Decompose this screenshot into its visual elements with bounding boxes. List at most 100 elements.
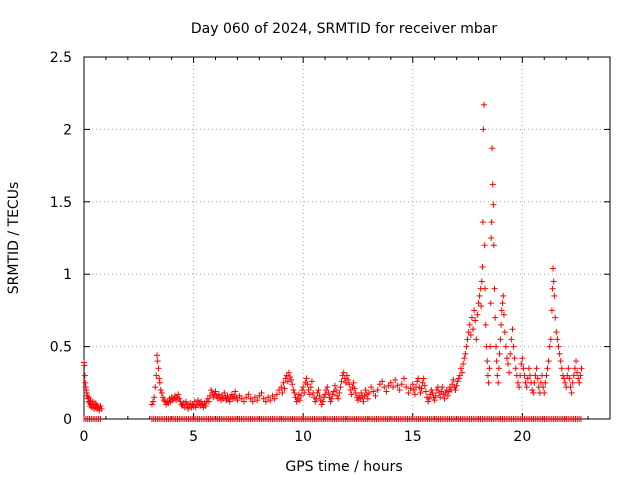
y-tick-label: 0.5 [50, 340, 72, 356]
data-point [185, 405, 192, 412]
data-point [390, 384, 397, 391]
data-point [360, 398, 367, 405]
data-point [494, 372, 501, 379]
data-point [156, 375, 163, 382]
data-point [500, 292, 507, 299]
data-point [533, 365, 540, 372]
data-point [175, 391, 182, 398]
data-point [394, 382, 401, 389]
data-point [455, 375, 462, 382]
data-point [337, 384, 344, 391]
data-point [280, 379, 287, 386]
data-point [398, 381, 405, 388]
data-point [450, 376, 457, 383]
data-point [441, 395, 448, 402]
data-point [411, 391, 418, 398]
data-point [480, 126, 487, 133]
data-point [83, 389, 90, 396]
data-point [150, 398, 157, 405]
data-point [502, 343, 509, 350]
data-point [487, 343, 494, 350]
data-point [293, 398, 300, 405]
data-point [518, 360, 525, 367]
data-point [403, 384, 410, 391]
data-point [400, 375, 407, 382]
data-point [159, 394, 166, 401]
data-point [81, 372, 88, 379]
data-point [490, 242, 497, 249]
data-point [478, 303, 485, 310]
plot-frame [83, 56, 611, 420]
data-point [387, 379, 394, 386]
data-point [497, 336, 504, 343]
data-point [471, 307, 478, 314]
data-point [482, 321, 489, 328]
data-point [565, 365, 572, 372]
data-point [273, 391, 280, 398]
data-point [368, 384, 375, 391]
data-point [210, 394, 217, 401]
data-point [202, 402, 209, 409]
data-point [405, 389, 412, 396]
data-point [560, 375, 567, 382]
data-point [567, 384, 574, 391]
x-tick-label: 20 [513, 429, 531, 445]
data-point [470, 326, 477, 333]
data-point [417, 389, 424, 396]
data-point [98, 405, 105, 412]
data-point [525, 365, 532, 372]
data-point [467, 332, 474, 339]
data-point [327, 398, 334, 405]
data-point [352, 389, 359, 396]
data-point [344, 372, 350, 379]
data-point [154, 358, 161, 365]
data-point [240, 398, 247, 405]
data-point [463, 343, 470, 350]
data-point [224, 392, 231, 399]
data-point [556, 350, 563, 357]
data-point [421, 382, 428, 389]
data-point [461, 355, 468, 362]
data-point [289, 381, 296, 388]
data-point [568, 389, 575, 396]
data-point [313, 395, 320, 402]
data-point [486, 365, 493, 372]
data-point [426, 395, 433, 402]
data-point [262, 398, 269, 405]
grid-lines [84, 57, 610, 419]
data-point [479, 219, 486, 226]
data-point [478, 278, 485, 285]
data-point [288, 376, 295, 383]
data-point [549, 285, 556, 292]
data-point [407, 385, 414, 392]
data-point [160, 397, 167, 404]
data-point [466, 321, 473, 328]
data-point [521, 372, 528, 379]
data-point [226, 398, 233, 405]
data-point [505, 360, 512, 367]
data-point [550, 278, 557, 285]
data-point [543, 372, 550, 379]
y-tick-label: 2 [63, 122, 72, 138]
data-point [232, 388, 239, 395]
y-tick-labels: 0 0.5 1 1.5 2 2.5 [50, 50, 72, 428]
data-point [453, 382, 460, 389]
data-point [348, 391, 355, 398]
data-point [566, 375, 573, 382]
data-point [97, 402, 104, 409]
data-point [297, 392, 304, 399]
x-axis-rug [83, 416, 582, 422]
data-point [278, 384, 285, 391]
data-point [493, 358, 500, 365]
data-point [460, 360, 467, 367]
data-point [503, 355, 510, 362]
data-point [484, 372, 491, 379]
x-tick-label: 5 [189, 429, 198, 445]
data-point [507, 350, 514, 357]
data-point [496, 350, 503, 357]
data-point [479, 263, 486, 270]
data-point [492, 314, 499, 321]
data-point [576, 379, 583, 386]
data-point [488, 235, 495, 241]
